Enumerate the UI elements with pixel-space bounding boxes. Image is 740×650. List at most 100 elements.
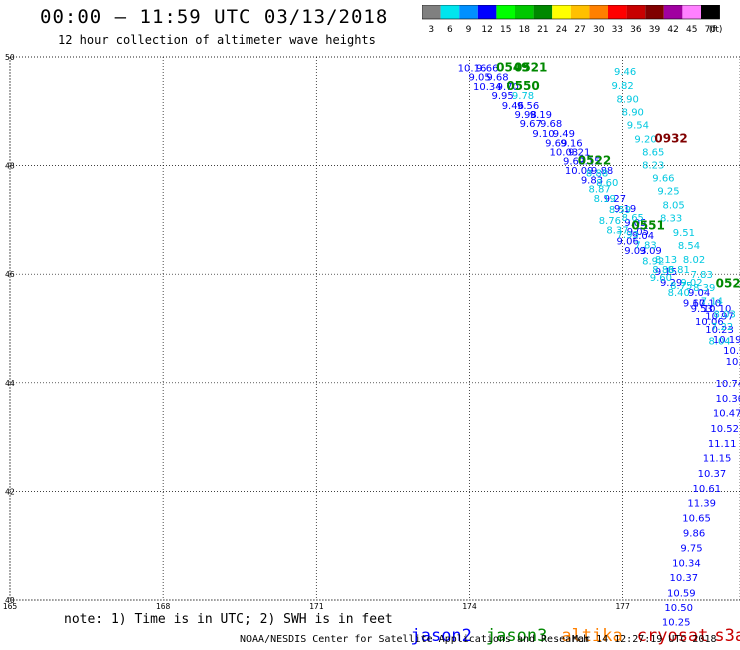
wave-height-label: 10.61: [692, 484, 721, 495]
colorbar-swatch: [496, 5, 515, 19]
wave-height-label: 9.04: [688, 288, 710, 299]
wave-height-label: 9.82: [611, 81, 633, 92]
series-jason3: 9.46 9.82 8.90 8.90 9.54 9.20 8.65 8.23 9.66 9.25…: [512, 67, 736, 347]
x-tick-label: 168: [156, 602, 171, 611]
color-scale-bar: 3 6 9 12 15 18 21 24 27 30 33 36 39 42 45 70(ft): [422, 5, 722, 35]
wave-height-label: 8.40: [668, 288, 690, 299]
x-tick-label: 174: [462, 602, 477, 611]
wave-height-label: 10.34: [473, 82, 502, 93]
colorbar-tick-label: 45: [686, 25, 697, 35]
grid-lines: [9, 56, 740, 601]
wave-height-label: 9.02: [680, 278, 702, 289]
wave-height-label: 10.25: [662, 618, 691, 629]
wave-height-label: 9.04: [632, 231, 654, 242]
wave-height-label: 9.05: [627, 227, 649, 238]
wave-height-label: 10.10: [703, 304, 732, 315]
wave-height-label: 8.05: [663, 201, 685, 212]
wave-height-label: 8.81: [668, 265, 690, 276]
wave-height-label: 10.52: [710, 424, 739, 435]
wave-height-label: 9.05: [624, 218, 646, 229]
colorbar-swatch: [533, 5, 553, 19]
wave-height-label: 10.50: [664, 603, 693, 614]
wave-height-label: 9.09: [640, 246, 662, 257]
wave-height-label: 9.68: [486, 73, 508, 84]
colorbar-swatch: [422, 5, 441, 19]
footer-note: note: 1) Time is in UTC; 2) SWH is in fe…: [64, 612, 393, 627]
credit-line: NOAA/NESDIS Center for Satellite Applica…: [240, 634, 590, 645]
wave-height-label: 8.02: [683, 255, 705, 266]
pass-time-label: 0523: [716, 276, 740, 290]
colorbar-tick-label: 33: [612, 25, 623, 35]
wave-height-label: 9.95: [491, 91, 513, 102]
wave-height-label: 8.87: [588, 184, 610, 195]
wave-height-label: 10.10: [692, 298, 721, 309]
wave-height-label: 10.29: [726, 357, 740, 368]
wave-height-label: 9.83: [581, 176, 603, 187]
wave-height-label: 9.60: [650, 273, 672, 284]
wave-height-label: 10.37: [670, 573, 699, 584]
wave-height-label: 9.88: [591, 166, 613, 177]
wave-height-label: 8.33: [660, 214, 682, 225]
wave-height-label: 10.91: [723, 346, 740, 357]
pass-time-label: 0522: [578, 154, 611, 168]
colorbar-swatch: [682, 5, 701, 19]
wave-height-label: 8.37: [606, 226, 628, 237]
wave-height-label: 10.23: [705, 325, 734, 336]
plot-frame: [9, 56, 740, 601]
wave-height-label: 11.11: [708, 439, 737, 450]
wave-height-label: 10.03: [550, 147, 579, 158]
colorbar-swatch: [552, 5, 571, 19]
colorbar-swatch: [440, 5, 460, 19]
wave-height-label: 10.59: [667, 588, 696, 599]
wave-height-label: 8.86: [652, 265, 674, 276]
y-tick-label: 44: [5, 379, 15, 388]
legend-altika: altika: [561, 626, 623, 646]
colorbar-swatch: [701, 5, 720, 19]
colorbar-swatch: [515, 5, 534, 19]
wave-height-label: 9.66: [476, 63, 498, 74]
wave-height-label: 9.75: [680, 543, 702, 554]
colorbar-tick-label: 24: [556, 25, 568, 35]
colorbar-tick-label: 39: [649, 25, 661, 35]
satellite-legend: jason2 jason3 altika cryosats3a: [390, 606, 740, 646]
colorbar-tick-label: 42: [667, 25, 678, 35]
wave-height-label: 9.49: [553, 129, 575, 140]
colorbar-outline: [422, 5, 720, 20]
series-jason2: 10.169.669.059.6810.349.709.959.469.569.…: [458, 63, 740, 628]
wave-height-label: 8.13: [655, 255, 677, 266]
legend-jason2: jason2: [410, 626, 472, 646]
x-tick-label: 165: [3, 602, 18, 611]
colorbar-swatch: [477, 5, 497, 19]
wave-height-label: 10.30: [715, 394, 740, 405]
wave-height-label: 8.19: [594, 194, 616, 205]
wave-height-label: 10.16: [458, 63, 487, 74]
wave-height-label: 9.69: [545, 138, 567, 149]
wave-height-label: 9.06: [617, 237, 639, 248]
colorbar-tick-label: 9: [466, 25, 472, 35]
colorbar-tick-label: 15: [500, 25, 511, 35]
wave-height-label: 10.37: [698, 469, 727, 480]
colorbar-swatch: [645, 5, 664, 19]
wave-height-label: 9.29: [660, 278, 682, 289]
wave-height-label: 8.65: [642, 147, 664, 158]
colorbar-tick-label: 12: [481, 25, 492, 35]
wave-height-label: 8.88: [586, 169, 608, 180]
colorbar-swatch: [626, 5, 646, 19]
wave-height-label: 9.98: [514, 110, 536, 121]
wave-height-label: 8.39: [693, 283, 715, 294]
wave-height-label: 9.67: [683, 298, 705, 309]
wave-height-label: 9.66: [652, 174, 674, 185]
wave-height-label: 11.39: [687, 498, 716, 509]
wave-height-label: 9.46: [614, 67, 636, 78]
chart-title: 00:00 — 11:59 UTC 03/13/2018: [40, 6, 389, 28]
y-tick-label: 46: [5, 270, 15, 279]
colorbar-swatch: [459, 5, 478, 19]
colorbar-swatch: [663, 5, 683, 19]
wave-height-label: 9.51: [673, 228, 695, 239]
y-tick-label: 50: [5, 53, 15, 62]
wave-height-label: 10.19: [713, 335, 740, 346]
wave-height-label: 8.90: [617, 94, 639, 105]
